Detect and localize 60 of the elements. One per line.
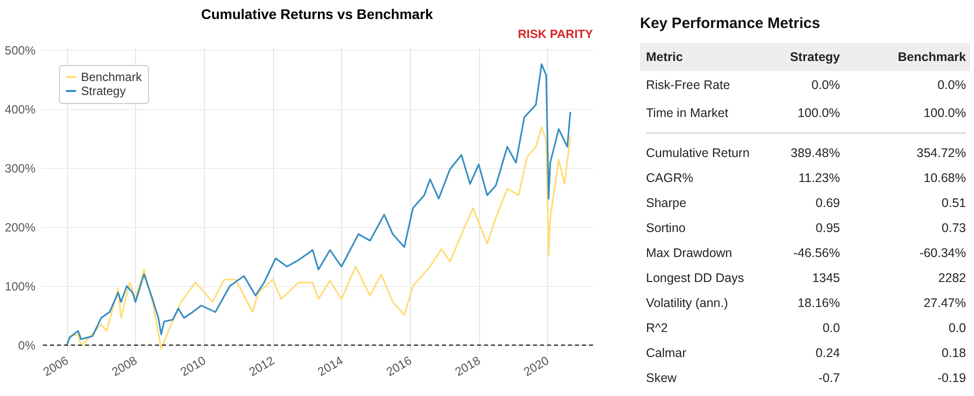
line-series	[66, 63, 572, 346]
text: Sharpe	[646, 196, 686, 210]
text: Key Performance Metrics	[640, 15, 820, 32]
x-tick-label: 2016	[384, 353, 414, 379]
text: 10.68%	[924, 171, 966, 185]
text: R^2	[646, 321, 668, 335]
text: 0.69	[816, 196, 840, 210]
legend-label: Benchmark	[81, 70, 143, 84]
text: 354.72%	[916, 146, 966, 160]
text: Calmar	[646, 346, 686, 360]
text: 0.0	[948, 321, 966, 335]
text: 0.95	[816, 221, 840, 235]
x-tick-label: 2020	[521, 353, 552, 379]
y-tick-label: 0%	[18, 338, 36, 353]
text: -0.7	[818, 371, 840, 385]
text: -46.56%	[793, 246, 840, 260]
text: 100.0%	[924, 106, 966, 120]
text: 0.24	[816, 346, 840, 360]
x-tick-label: 2006	[40, 353, 72, 379]
y-tick-label: 200%	[4, 220, 36, 235]
text: 1345	[812, 271, 840, 285]
y-tick-label: 500%	[4, 43, 36, 58]
text: 11.23%	[798, 171, 840, 185]
y-tick-label: 300%	[4, 162, 36, 176]
text: Risk-Free Rate	[646, 78, 730, 92]
text: 0.0	[822, 321, 840, 335]
text: 100.0%	[798, 106, 840, 120]
text: -0.19	[938, 371, 966, 385]
text: Max Drawdown	[646, 246, 732, 260]
x-tick-label: 2018	[452, 353, 484, 379]
legend-label: Strategy	[81, 84, 126, 98]
text: 389.48%	[790, 146, 840, 160]
text: Metric	[646, 50, 683, 64]
text: Longest DD Days	[646, 271, 744, 285]
text: 0.0%	[938, 78, 966, 92]
x-tick-label: 2012	[246, 353, 278, 379]
text: Skew	[646, 371, 678, 385]
text: Cumulative Return	[646, 146, 750, 160]
text: 18.16%	[798, 296, 840, 310]
text: 27.47%	[924, 296, 966, 310]
text: 0.0%	[812, 78, 840, 92]
x-tick-label: 2010	[178, 353, 208, 379]
text: -60.34%	[919, 246, 966, 260]
text: RISK PARITY	[518, 27, 593, 41]
text: 0.73	[942, 221, 966, 235]
text: 0.51	[942, 196, 966, 210]
y-tick-label: 100%	[4, 280, 36, 294]
x-tick-label: 2014	[315, 353, 346, 379]
text: CAGR%	[646, 171, 694, 185]
text: Time in Market	[646, 106, 729, 120]
y-tick-label: 400%	[4, 102, 36, 116]
text: Sortino	[646, 221, 686, 235]
x-tick-label: 2008	[109, 353, 140, 379]
text: Strategy	[790, 50, 840, 64]
text: Volatility (ann.)	[646, 296, 728, 310]
chart-title: Cumulative Returns vs Benchmark	[201, 6, 434, 22]
line-series	[66, 126, 572, 350]
text: 0.18	[942, 346, 966, 360]
text: 2282	[938, 271, 966, 285]
text: Benchmark	[898, 50, 966, 64]
